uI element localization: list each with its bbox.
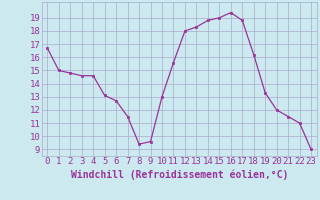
X-axis label: Windchill (Refroidissement éolien,°C): Windchill (Refroidissement éolien,°C): [70, 169, 288, 180]
